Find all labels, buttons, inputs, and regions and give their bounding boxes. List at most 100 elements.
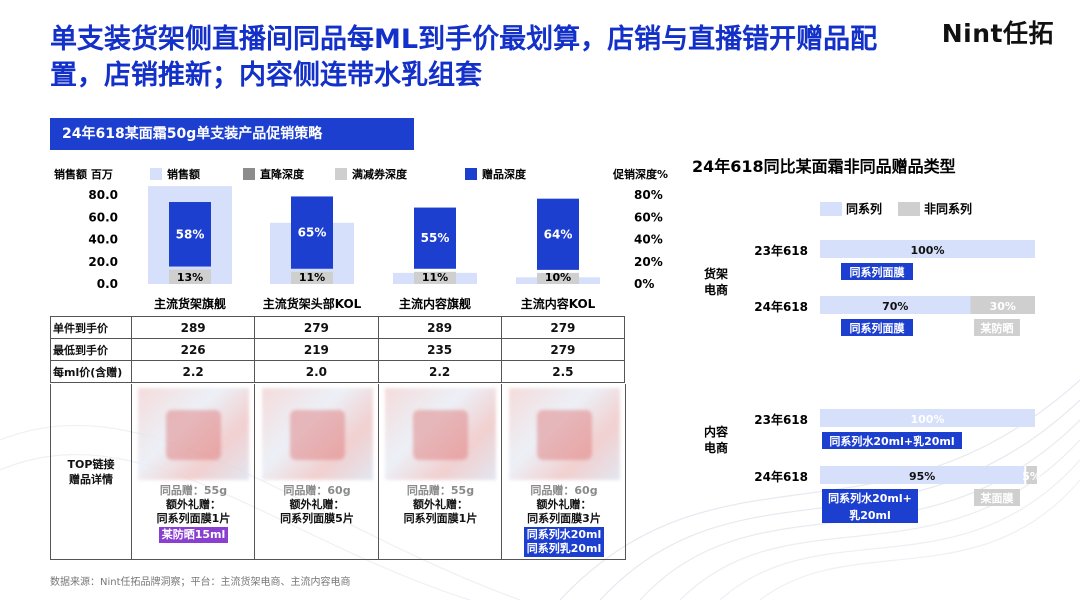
note-badge-same-series — [841, 263, 913, 280]
product-image — [261, 388, 373, 480]
y-tick-label: 60.0 — [88, 210, 118, 224]
bar-coupon-1 — [169, 269, 211, 284]
data-source-note: 数据来源：Nint任拓品牌洞察；平台：主流货架电商、主流内容电商 — [50, 577, 351, 588]
same-product-gift: 同品赠：55g — [406, 484, 475, 497]
extra-gift-line: 额外礼赠： — [289, 498, 345, 511]
table-cell: 2.2 — [130, 360, 256, 383]
legend-label-2: 直降深度 — [260, 167, 305, 181]
table-row: 每ml价(含赠) 2.2 2.0 2.2 2.5 — [50, 360, 626, 383]
product-image — [508, 388, 620, 480]
page-title: 单支装货架侧直播间同品每ML到手价最划算，店销与直播错开赠品配置，店销推新；内容… — [50, 24, 878, 91]
same-product-gift: 同品赠：55g — [159, 484, 228, 497]
bar-coupon-3 — [414, 271, 456, 284]
table-cell: 2.0 — [254, 360, 379, 383]
row-year-label: 24年618 — [754, 469, 808, 484]
bar-same-series — [820, 409, 1035, 427]
note-text-other-series: 某面膜 — [980, 491, 1014, 505]
group-label: 货架 — [704, 266, 728, 281]
note-text-same-series: 同系列水20ml+ — [828, 491, 912, 505]
extra-gift-line: 同系列面膜1片 — [403, 512, 478, 525]
product-cell: 同品赠：55g 额外礼赠： 同系列面膜1片 — [379, 384, 502, 560]
y2-tick-label: 20% — [634, 255, 663, 269]
gift-depth-label: 64% — [544, 227, 573, 241]
bar-same-series — [820, 240, 1035, 258]
bar-gift-3 — [414, 207, 456, 269]
legend-swatch-same-series — [820, 202, 842, 216]
gift-detail-text: 同品赠：55g 额外礼赠： 同系列面膜1片 — [379, 484, 502, 526]
bar-gift-2 — [291, 196, 333, 269]
note-text-same-series: 乳20ml — [849, 508, 891, 522]
product-cell: 同品赠：60g 额外礼赠： 同系列面膜3片 同系列水20ml 同系列乳20ml — [503, 384, 626, 560]
coupon-depth-label: 11% — [422, 271, 448, 284]
bar-gift-4 — [537, 198, 579, 270]
table-cell: 2.5 — [500, 360, 626, 383]
left-section-banner: 24年618某面霜50g单支装产品促销策略 — [50, 118, 414, 150]
extra-gift-line: 同系列面膜1片 — [156, 512, 231, 525]
note-badge-same-series — [841, 319, 913, 336]
bar-other-series — [1026, 466, 1037, 484]
y-tick-label: 0.0 — [97, 277, 118, 291]
extra-gift-line: 额外礼赠： — [413, 498, 468, 511]
brand-logo: Nint任拓 — [941, 19, 1054, 48]
legend-label-same-series: 同系列 — [846, 201, 882, 216]
bar-same-series — [820, 466, 1025, 484]
same-series-pct: 70% — [882, 300, 908, 313]
bar-gift-1 — [169, 202, 211, 267]
legend-swatch-1 — [150, 168, 162, 180]
legend-swatch-2 — [243, 168, 255, 180]
other-series-pct: 30% — [990, 300, 1016, 313]
gift-detail-text: 同品赠：60g 额外礼赠： 同系列面膜5片 — [256, 484, 379, 526]
note-text-same-series: 同系列水20ml+乳20ml — [829, 434, 954, 448]
gift-detail-text: 同品赠：60g 额外礼赠： 同系列面膜3片 同系列水20ml 同系列乳20ml — [503, 484, 626, 557]
gift-depth-label: 55% — [421, 231, 450, 245]
right-chart-title: 24年618同比某面霜非同品赠品类型 — [692, 157, 956, 176]
category-label: 主流内容KOL — [521, 296, 596, 311]
legend-swatch-3 — [335, 168, 347, 180]
table-cell: 279 — [254, 316, 379, 339]
group-label: 电商 — [704, 282, 728, 297]
row-header: 最低到手价 — [50, 338, 132, 361]
group-label: 内容 — [704, 424, 728, 439]
same-series-pct: 100% — [911, 244, 945, 257]
extra-gift-line: 额外礼赠： — [166, 498, 221, 511]
note-text-same-series: 同系列面膜 — [850, 265, 905, 279]
gift-depth-label: 65% — [298, 226, 327, 240]
row-year-label: 24年618 — [754, 299, 808, 314]
extra-gift-line: 同系列面膜3片 — [527, 512, 601, 525]
table-row: 单件到手价 289 279 289 279 — [50, 316, 626, 339]
gift-depth-label: 58% — [176, 227, 205, 241]
table-cell: 219 — [254, 338, 379, 361]
product-image — [138, 388, 249, 480]
y2-tick-label: 40% — [634, 233, 663, 247]
table-cell: 235 — [377, 338, 502, 361]
product-cell: 同品赠：55g 额外礼赠： 同系列面膜1片 某防晒15ml — [132, 384, 255, 560]
note-badge-other-series — [974, 489, 1020, 506]
table-cell: 226 — [130, 338, 256, 361]
extra-gift-line: 额外礼赠： — [536, 498, 592, 511]
group-label: 电商 — [704, 440, 728, 455]
note-text-other-series: 某防晒 — [980, 321, 1014, 335]
bar-coupon-2 — [291, 271, 333, 284]
y-tick-label: 80.0 — [88, 188, 118, 202]
coupon-depth-label: 11% — [299, 271, 325, 284]
legend-label-3: 满减券深度 — [352, 167, 408, 181]
y2-axis-title: 促销深度% — [612, 167, 668, 181]
legend-swatch-other-series — [898, 202, 920, 216]
row-year-label: 23年618 — [754, 243, 808, 258]
y-tick-label: 40.0 — [88, 233, 118, 247]
row-header: 每ml价(含赠) — [50, 360, 132, 383]
same-series-pct: 95% — [909, 470, 935, 483]
legend-swatch-4 — [465, 168, 477, 180]
y-axis-title: 销售额 百万 — [54, 167, 113, 181]
table-cell: 279 — [500, 316, 626, 339]
coupon-depth-label: 13% — [177, 271, 203, 284]
note-badge-other-series — [974, 319, 1020, 336]
top-gift-label: TOP链接 赠品详情 — [51, 384, 132, 560]
bar-coupon-4 — [537, 272, 579, 284]
highlight-gift-badge: 某防晒15ml — [158, 527, 229, 543]
table-cell: 279 — [500, 338, 626, 361]
bar-same-series — [820, 296, 971, 314]
same-product-gift: 同品赠：60g — [530, 484, 598, 497]
same-product-gift: 同品赠：60g — [283, 484, 351, 497]
